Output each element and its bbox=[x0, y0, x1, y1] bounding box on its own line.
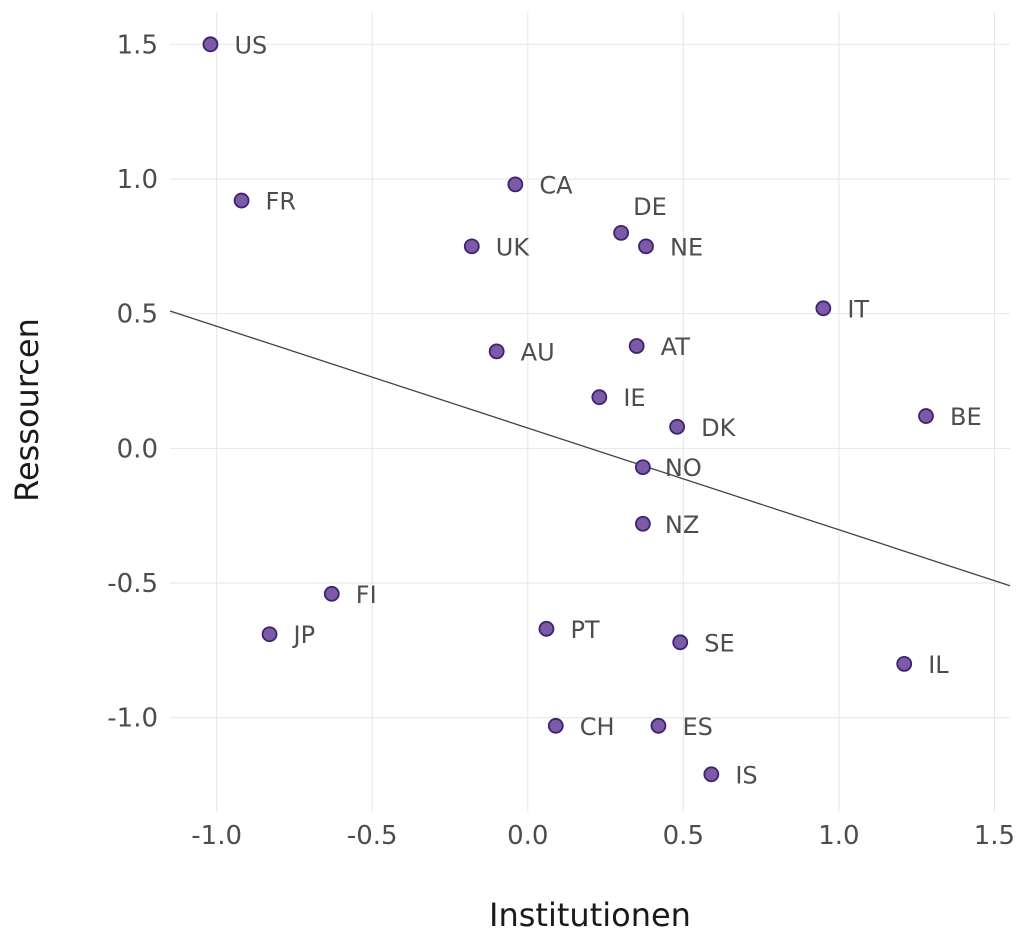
point-label-fi: FI bbox=[356, 581, 377, 609]
y-tick-label: -1.0 bbox=[107, 704, 158, 734]
points-group bbox=[202, 36, 934, 783]
data-point-pt bbox=[538, 620, 555, 637]
data-point-ch bbox=[547, 717, 564, 734]
data-point-ca bbox=[507, 176, 524, 193]
x-axis-ticks: -1.0 -0.5 0.0 0.5 1.0 1.5 bbox=[191, 821, 1015, 851]
point-label-dk: DK bbox=[701, 414, 736, 442]
point-label-au: AU bbox=[521, 338, 555, 366]
data-point-it bbox=[815, 300, 832, 317]
data-point-nz bbox=[634, 515, 651, 532]
x-axis-title: Institutionen bbox=[489, 896, 691, 934]
point-label-ne: NE bbox=[670, 233, 703, 261]
data-point-jp bbox=[261, 626, 278, 643]
x-tick-label: 0.0 bbox=[507, 821, 548, 851]
data-point-us bbox=[202, 36, 219, 53]
grid bbox=[170, 12, 1010, 812]
y-tick-label: 1.0 bbox=[117, 165, 158, 195]
point-label-jp: JP bbox=[292, 621, 316, 649]
x-tick-label: -1.0 bbox=[191, 821, 242, 851]
data-point-dk bbox=[669, 418, 686, 435]
y-tick-label: 1.5 bbox=[117, 30, 158, 60]
point-label-ca: CA bbox=[539, 171, 573, 199]
y-tick-label: -0.5 bbox=[107, 569, 158, 599]
data-point-es bbox=[650, 717, 667, 734]
data-point-ne bbox=[638, 238, 654, 255]
y-tick-label: 0.5 bbox=[117, 300, 158, 330]
point-label-se: SE bbox=[704, 629, 734, 657]
point-label-no: NO bbox=[665, 454, 702, 482]
trend-line-group bbox=[169, 310, 1011, 587]
point-label-ie: IE bbox=[623, 384, 645, 412]
y-axis-ticks: 1.5 1.0 0.5 0.0 -0.5 -1.0 bbox=[107, 30, 158, 733]
point-label-is: IS bbox=[735, 761, 757, 789]
data-point-de bbox=[613, 224, 630, 241]
x-tick-label: 1.0 bbox=[818, 821, 859, 851]
x-tick-label: 1.5 bbox=[974, 821, 1015, 851]
data-point-no bbox=[634, 459, 651, 476]
data-point-uk bbox=[463, 238, 480, 255]
trend-line bbox=[169, 310, 1011, 587]
x-tick-label: -0.5 bbox=[347, 821, 398, 851]
data-point-be bbox=[918, 408, 934, 424]
y-axis-title: Ressourcen bbox=[8, 318, 46, 502]
point-label-il: IL bbox=[928, 651, 949, 679]
point-label-it: IT bbox=[847, 295, 869, 323]
data-point-ie bbox=[591, 389, 608, 406]
data-point-fr bbox=[233, 192, 250, 209]
data-point-se bbox=[672, 634, 689, 651]
data-point-au bbox=[488, 343, 505, 360]
x-tick-label: 0.5 bbox=[663, 821, 704, 851]
point-label-de: DE bbox=[633, 193, 667, 221]
point-label-ch: CH bbox=[580, 713, 615, 741]
point-label-us: US bbox=[234, 31, 267, 59]
data-point-fi bbox=[323, 585, 340, 602]
point-label-uk: UK bbox=[496, 233, 531, 261]
point-label-pt: PT bbox=[570, 616, 599, 644]
data-point-at bbox=[628, 338, 645, 354]
point-label-be: BE bbox=[950, 403, 982, 431]
point-label-nz: NZ bbox=[665, 511, 699, 539]
data-point-is bbox=[703, 766, 720, 783]
point-label-fr: FR bbox=[266, 188, 296, 216]
point-label-es: ES bbox=[682, 713, 712, 741]
point-label-at: AT bbox=[661, 333, 691, 361]
data-point-il bbox=[896, 655, 913, 672]
y-tick-label: 0.0 bbox=[117, 434, 158, 464]
